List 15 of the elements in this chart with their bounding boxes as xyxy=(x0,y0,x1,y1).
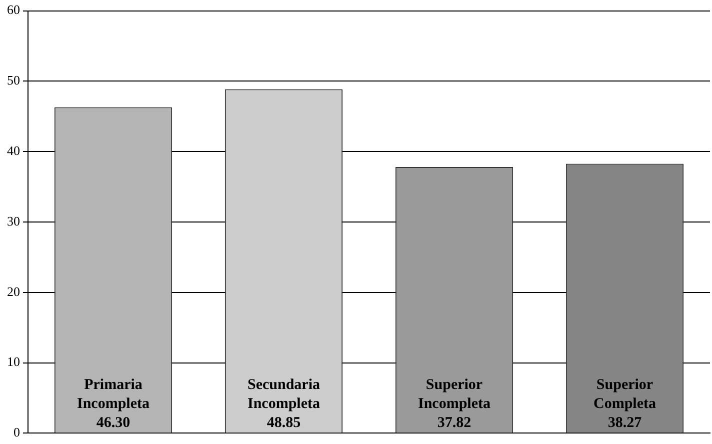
y-tick-label: 30 xyxy=(7,213,20,228)
data-label: 48.85 xyxy=(266,415,301,432)
y-tick-label: 10 xyxy=(7,354,20,370)
y-tick-label: 20 xyxy=(7,284,20,299)
y-tick-label: 50 xyxy=(7,72,20,88)
y-tick-label: 60 xyxy=(7,2,20,18)
x-tick-label: Primaria Incompleta xyxy=(77,377,150,412)
y-tick-label: 0 xyxy=(14,424,20,440)
x-tick-label: Superior Incompleta xyxy=(418,377,491,412)
x-tick-label: Superior Completa xyxy=(594,377,656,412)
data-label: 38.27 xyxy=(608,415,642,432)
data-label: 46.30 xyxy=(96,415,130,432)
y-tick-label: 40 xyxy=(7,143,20,158)
x-tick-label: Secundaria Incompleta xyxy=(247,377,320,412)
data-label: 37.82 xyxy=(437,415,472,432)
